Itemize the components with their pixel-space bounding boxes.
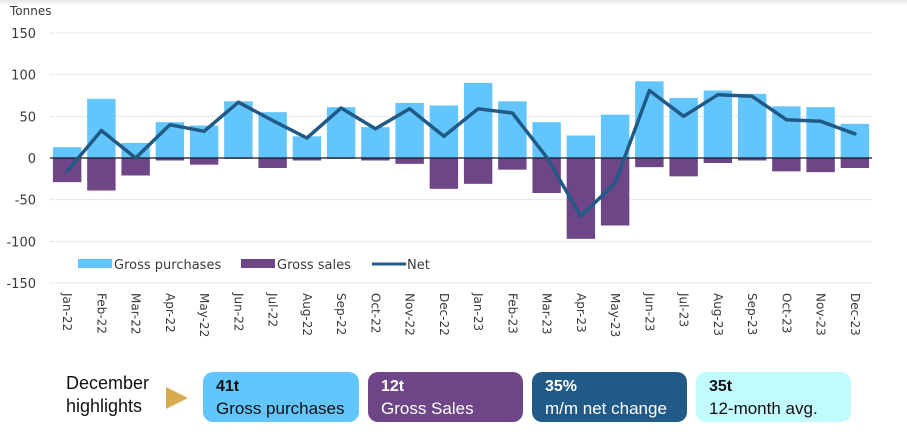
y-tick-label: -100 [6,235,36,250]
net-flows-chart: Tonnes 150 100 50 0 -50 -100 -150 Jan-22 Feb-22… [6,4,872,337]
gross-sales-bar [840,158,870,168]
gross-purchases-bar [87,98,116,158]
gross-sales-bar [635,158,664,168]
gross-sales-bar [395,158,424,164]
card-12-month-avg: 35t 12-month avg. [696,372,851,422]
y-tick-label: 100 [11,69,36,84]
x-tick-label: Sep-23 [745,293,759,335]
card-gross-sales: 12t Gross Sales [368,372,523,422]
gross-purchases-bars [52,81,870,158]
highlights-title-line1: December [66,373,150,393]
card-value: 12t [381,378,405,395]
y-tick-label: 0 [28,152,36,167]
december-highlights: December highlights 41t Gross purchases … [0,370,907,426]
y-tick-label: 150 [11,27,36,42]
x-tick-label: Feb-23 [505,293,519,334]
x-tick-label: Nov-23 [814,293,828,336]
gross-purchases-bar [463,83,493,158]
arrow-right-icon [166,387,188,409]
gross-purchases-bar [600,114,630,158]
x-tick-label: May-23 [608,293,622,337]
gross-sales-bar [772,158,801,172]
x-axis-ticks: Jan-22 Feb-22 Mar-22 Apr-22 May-22 Jun-22 Jul-… [60,292,862,337]
gross-purchases-bar [498,101,527,158]
gross-sales-bar [121,158,150,176]
y-axis-ticks: 150 100 50 0 -50 -100 -150 [6,27,36,292]
legend-label-gross-purchases: Gross purchases [114,258,221,273]
gross-sales-bar [155,158,185,161]
legend-label-gross-sales: Gross sales [277,258,351,273]
gross-purchases-bar [566,135,596,158]
y-tick-label: -50 [15,194,36,209]
x-tick-label: May-22 [197,293,211,337]
gross-sales-bar [669,158,698,177]
gridlines [50,32,872,284]
card-label: Gross Sales [381,399,474,418]
gross-purchases-bar [292,136,322,158]
net-line [65,88,857,219]
x-tick-label: Nov-22 [403,293,417,336]
x-tick-label: Jan-22 [60,292,74,331]
gross-sales-bar [463,158,493,184]
legend-swatch-gross-purchases [78,259,112,268]
x-tick-label: Dec-22 [437,293,451,336]
y-tick-label: 50 [19,110,36,125]
x-tick-label: Aug-22 [300,293,314,336]
y-axis-unit-label: Tonnes [9,4,51,18]
card-label: m/m net change [545,399,667,418]
x-tick-label: Jun-22 [231,292,245,331]
legend: Gross purchases Gross sales Net [78,258,430,273]
x-tick-label: Jul-23 [677,292,691,327]
gross-sales-bar [258,158,287,168]
x-tick-label: Dec-23 [848,293,862,336]
card-gross-purchases: 41t Gross purchases [203,372,359,422]
x-tick-label: Oct-23 [779,293,793,333]
x-tick-label: Apr-23 [574,293,588,333]
gross-sales-bars [52,158,870,239]
card-label: 12-month avg. [709,399,818,418]
gross-purchases-bar [395,103,424,158]
x-tick-label: Jan-23 [471,292,485,331]
x-tick-label: Jun-23 [642,292,656,331]
x-tick-label: Jul-22 [266,292,280,327]
y-tick-label: -150 [6,277,36,292]
gross-purchases-bar [429,105,459,158]
x-tick-label: Aug-23 [711,293,725,336]
gross-sales-bar [429,158,459,189]
highlights-title: December highlights [66,372,149,418]
x-tick-label: Mar-23 [540,293,554,334]
gross-sales-bar [498,158,527,170]
gross-purchases-bar [806,107,835,158]
legend-label-net: Net [407,258,430,273]
card-net-change: 35% m/m net change [532,372,687,422]
gross-sales-bar [806,158,835,173]
gross-sales-bar [703,158,733,163]
gross-sales-bar [361,158,390,161]
gross-sales-bar [189,158,219,165]
x-tick-label: Apr-22 [163,293,177,333]
card-label: Gross purchases [216,399,345,418]
gross-sales-bar [87,158,116,191]
card-value: 35t [709,378,733,395]
gross-purchases-bar [361,127,390,158]
gross-sales-bar [292,158,322,161]
highlights-title-line2: highlights [66,396,143,416]
gross-sales-bar [737,158,767,161]
legend-swatch-gross-sales [241,259,275,268]
x-tick-label: Sep-22 [334,293,348,335]
x-tick-label: Oct-22 [368,293,382,333]
card-value: 41t [216,378,240,395]
x-tick-label: Feb-22 [94,293,108,334]
x-tick-label: Mar-22 [129,293,143,334]
card-value: 35% [545,378,578,395]
gross-purchases-bar [532,122,561,158]
gross-purchases-bar [52,147,82,158]
top-shadow [0,0,907,5]
